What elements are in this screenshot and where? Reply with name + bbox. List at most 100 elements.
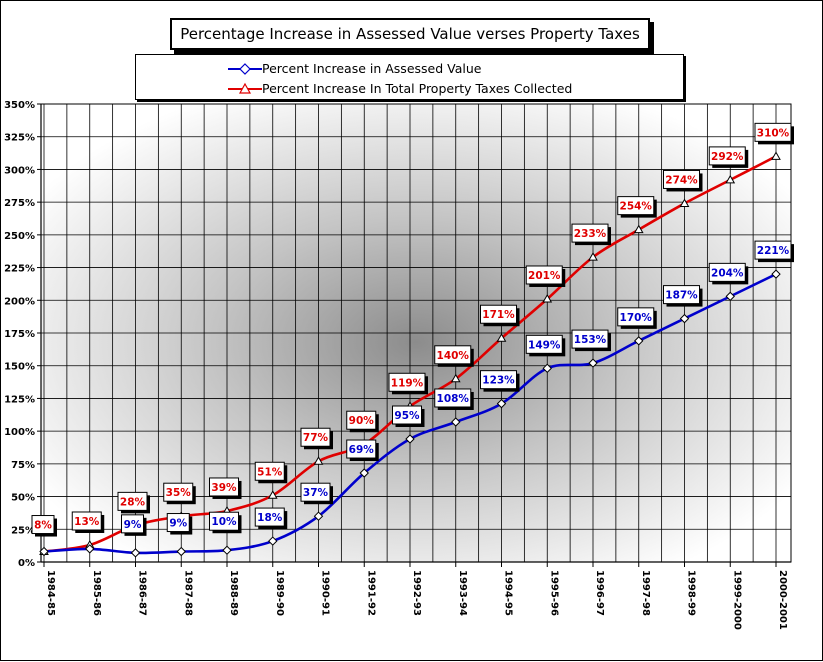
x-tick-label: 1985-86	[91, 570, 102, 616]
data-label: 18%	[257, 512, 283, 524]
data-label: 171%	[482, 309, 515, 321]
chart-title: Percentage Increase in Assessed Value ve…	[170, 18, 650, 50]
data-label-box	[346, 410, 377, 430]
data-label: 77%	[303, 432, 329, 444]
data-label: 10%	[211, 516, 237, 528]
y-tick-label: 300%	[4, 165, 35, 176]
data-point-marker	[496, 398, 507, 409]
y-tick-label: 25%	[11, 525, 35, 536]
data-label-box	[663, 285, 700, 305]
data-label-box	[300, 482, 331, 502]
y-tick-label: 150%	[4, 362, 35, 373]
data-label-box	[571, 223, 609, 243]
data-point-marker	[451, 417, 461, 427]
y-tick-label: 100%	[4, 427, 35, 438]
data-point-marker	[267, 490, 278, 499]
data-label-box	[209, 511, 239, 531]
x-tick-label: 1997-98	[640, 570, 651, 616]
data-label: 187%	[665, 290, 698, 302]
legend-label-taxes: Percent Increase In Total Property Taxes…	[262, 81, 573, 96]
data-point-marker	[634, 336, 644, 346]
data-label-box	[392, 405, 422, 425]
data-point-marker	[496, 333, 507, 342]
data-point-marker	[679, 198, 690, 207]
data-point-marker	[359, 468, 369, 478]
x-tick-label: 1999-2000	[731, 570, 742, 630]
x-tick-label: 1984-85	[45, 570, 56, 616]
data-point-marker	[588, 358, 598, 368]
data-point-marker	[725, 174, 736, 184]
x-tick-label: 1995-96	[548, 570, 559, 616]
data-point-marker	[268, 536, 278, 546]
data-label: 274%	[665, 174, 698, 186]
data-label-box	[254, 507, 285, 527]
data-label: 254%	[620, 201, 653, 213]
legend-label-assessed: Percent Increase in Assessed Value	[262, 61, 482, 76]
data-point-marker	[771, 269, 781, 279]
x-tick-label: 1987-88	[182, 570, 193, 616]
y-tick-label: 175%	[4, 329, 35, 340]
data-label-box	[571, 329, 609, 349]
data-label: 221%	[757, 245, 790, 257]
data-point-marker	[130, 548, 141, 558]
data-point-marker	[542, 293, 553, 303]
data-label-box	[117, 491, 148, 511]
y-tick-label: 350%	[4, 100, 35, 111]
data-label: 149%	[528, 339, 561, 351]
data-point-marker	[39, 546, 49, 557]
legend: Percent Increase in Assessed Value Perce…	[135, 54, 684, 100]
x-tick-label: 1988-89	[228, 570, 239, 616]
data-label: 39%	[211, 482, 237, 494]
data-label-box	[434, 388, 472, 408]
data-point-marker	[222, 545, 232, 555]
data-label-box	[480, 304, 517, 324]
legend-swatch-diamond-icon	[228, 63, 262, 75]
data-label-box	[754, 240, 792, 260]
data-label-box	[708, 262, 746, 282]
x-tick-label: 1989-90	[274, 570, 285, 616]
data-point-marker	[542, 363, 552, 374]
data-point-marker	[313, 456, 324, 465]
data-label-box	[708, 146, 746, 166]
data-label-box	[71, 511, 102, 531]
data-label-box	[434, 345, 472, 365]
y-tick-label: 200%	[4, 296, 35, 307]
data-label-box	[754, 122, 792, 142]
y-tick-label: 125%	[4, 394, 35, 405]
x-tick-label: 2000-2001	[777, 570, 788, 630]
x-tick-label: 1993-94	[457, 570, 468, 616]
data-point-marker	[725, 291, 735, 302]
data-point-marker	[588, 252, 598, 261]
data-label: 310%	[757, 127, 790, 139]
data-label: 9%	[124, 519, 142, 531]
data-label-box	[525, 265, 563, 285]
data-label: 204%	[711, 267, 744, 279]
data-point-marker	[176, 546, 186, 557]
data-label-box	[300, 427, 331, 447]
x-tick-label: 1991-92	[365, 570, 376, 616]
legend-item-taxes: Percent Increase In Total Property Taxes…	[136, 79, 683, 99]
y-tick-label: 250%	[4, 231, 35, 242]
data-label-box	[525, 334, 563, 354]
data-label-box	[346, 439, 377, 459]
legend-item-assessed: Percent Increase in Assessed Value	[136, 59, 683, 79]
data-label-box	[388, 372, 426, 392]
data-label-box	[617, 196, 655, 216]
data-point-marker	[85, 544, 95, 554]
data-label: 292%	[711, 151, 744, 163]
data-label-box	[617, 307, 655, 327]
data-label: 170%	[620, 312, 653, 324]
data-label: 9%	[169, 518, 187, 530]
data-label-box	[480, 370, 517, 390]
x-tick-label: 1994-95	[503, 570, 514, 616]
data-labels: 8% 13% 28% 35% 39% 51% 77% 90% 119% 140% 171% 201% 2…	[31, 122, 794, 537]
data-label: 51%	[257, 466, 283, 478]
y-tick-label: 225%	[4, 264, 35, 275]
x-tick-label: 1998-99	[686, 570, 697, 616]
data-label: 37%	[303, 487, 329, 499]
data-label: 90%	[349, 415, 375, 427]
data-label-box	[31, 515, 55, 535]
data-point-marker	[313, 511, 324, 521]
x-tick-label: 1986-87	[137, 570, 148, 616]
